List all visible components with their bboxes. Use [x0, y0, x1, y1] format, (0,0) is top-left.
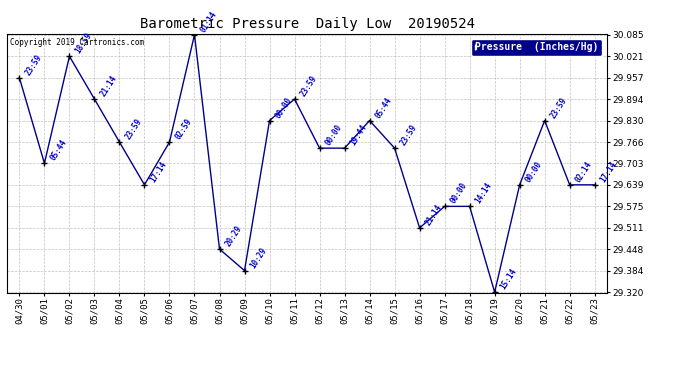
- Text: 21:14: 21:14: [99, 74, 119, 98]
- Text: 17:14: 17:14: [148, 160, 169, 184]
- Text: 02:14: 02:14: [574, 160, 594, 184]
- Text: 15:14: 15:14: [499, 267, 519, 291]
- Text: 23:59: 23:59: [23, 53, 43, 77]
- Text: 14:14: 14:14: [474, 181, 494, 206]
- Text: 00:00: 00:00: [448, 181, 469, 206]
- Text: 23:59: 23:59: [124, 117, 144, 141]
- Text: 23:59: 23:59: [549, 96, 569, 120]
- Text: 18:59: 18:59: [74, 31, 94, 56]
- Text: 23:59: 23:59: [399, 123, 419, 147]
- Text: 17:14: 17:14: [599, 160, 619, 184]
- Text: 02:59: 02:59: [174, 117, 194, 141]
- Text: 01:14: 01:14: [199, 10, 219, 34]
- Text: 05:44: 05:44: [374, 96, 394, 120]
- Text: 05:44: 05:44: [48, 138, 69, 162]
- Text: 00:00: 00:00: [274, 96, 294, 120]
- Legend: Pressure  (Inches/Hg): Pressure (Inches/Hg): [471, 39, 602, 56]
- Text: 23:59: 23:59: [299, 74, 319, 98]
- Text: Copyright 2019 Cartronics.com: Copyright 2019 Cartronics.com: [10, 38, 144, 46]
- Text: 00:00: 00:00: [524, 160, 544, 184]
- Title: Barometric Pressure  Daily Low  20190524: Barometric Pressure Daily Low 20190524: [139, 17, 475, 31]
- Text: 10:29: 10:29: [248, 246, 269, 270]
- Text: 20:29: 20:29: [224, 224, 244, 248]
- Text: 19:44: 19:44: [348, 123, 369, 147]
- Text: 00:00: 00:00: [324, 123, 344, 147]
- Text: 21:14: 21:14: [424, 203, 444, 227]
